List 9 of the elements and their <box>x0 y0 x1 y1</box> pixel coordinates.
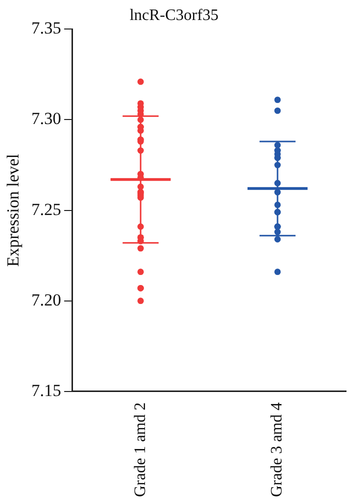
x-tick-label: Grade 1 amd 2 <box>132 402 149 498</box>
y-tick-label: 7.35 <box>31 18 62 38</box>
x-tick-label: Grade 3 amd 4 <box>268 402 286 498</box>
chart-title: lncR-C3orf35 <box>130 6 218 24</box>
y-tick-label: 7.25 <box>31 200 62 219</box>
y-axis-title: Expression level <box>4 154 23 267</box>
y-tick-label: 7.15 <box>31 380 62 400</box>
y-tick-label: 7.20 <box>31 290 62 310</box>
y-tick-label: 7.30 <box>31 109 62 128</box>
